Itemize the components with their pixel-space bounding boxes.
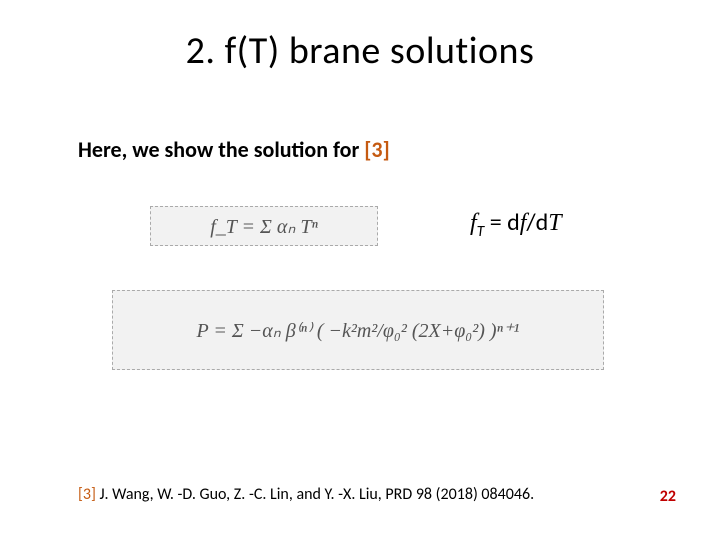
- equation-1-note: fT = df/dT: [470, 208, 562, 241]
- eq1-note-f: f: [470, 210, 477, 236]
- citation-text: J. Wang, W. -D. Guo, Z. -C. Lin, and Y. …: [96, 485, 534, 504]
- eq1-note-eq-d: = d: [484, 208, 519, 237]
- citation-ref: [3]: [78, 485, 96, 504]
- citation-line: [3] J. Wang, W. -D. Guo, Z. -C. Lin, and…: [78, 485, 534, 504]
- slide-title: 2. f(T) brane solutions: [0, 28, 720, 74]
- equation-2-image: P = Σ −αₙ β⁽ⁿ⁾ ( −k²m²/φ₀² (2X+φ₀²) )ⁿ⁺¹: [112, 290, 604, 370]
- eq1-note-slash-d: /d: [526, 208, 548, 237]
- eq1-note-dT: T: [548, 210, 561, 236]
- equation-1-image: f_T = Σ αₙ Tⁿ: [150, 206, 378, 246]
- slide: 2. f(T) brane solutions Here, we show th…: [0, 0, 720, 540]
- intro-prefix: Here, we show the solution for: [78, 136, 364, 163]
- page-number: 22: [660, 487, 676, 506]
- intro-line: Here, we show the solution for [3]: [78, 136, 390, 163]
- intro-ref: [3]: [364, 136, 389, 163]
